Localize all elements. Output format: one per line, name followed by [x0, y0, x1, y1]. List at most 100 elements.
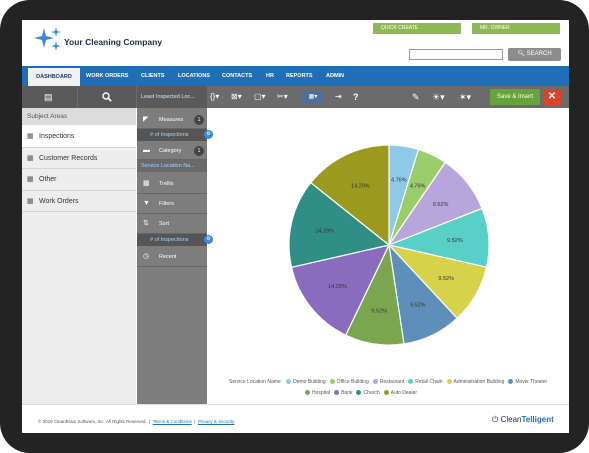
help-icon[interactable]: ? [353, 92, 359, 102]
search-icon: 🔍︎ [517, 51, 525, 57]
sparkle-logo-icon [34, 27, 61, 51]
legend-item-movie-theater[interactable]: Movie Theater [508, 377, 547, 387]
legend-item-demo-building[interactable]: Demo Building [286, 377, 326, 387]
legend-item-administration-building[interactable]: Administration Building [446, 377, 504, 387]
lightbulb-icon[interactable]: ☀▾ [432, 92, 445, 102]
recent-row[interactable]: ◷ Recent [137, 247, 207, 267]
legend-item-hospital[interactable]: Hospital [305, 388, 330, 398]
terms-link[interactable]: Terms & Conditions [152, 419, 192, 424]
subject-area-other[interactable]: ▦ Other [22, 169, 136, 191]
database-tab[interactable]: ▤ [22, 86, 77, 108]
sort-label: Sort [159, 221, 170, 227]
legend-item-restaurant[interactable]: Restaurant [372, 377, 405, 387]
nav-hr[interactable]: HR [266, 73, 274, 79]
brush-icon[interactable]: ✎ [412, 92, 420, 102]
quick-create-button[interactable]: QUICK CREATE [373, 23, 461, 34]
legend-label: Auto Dealer [390, 390, 418, 396]
save-insert-button[interactable]: Save & Insert [490, 89, 540, 105]
search-input[interactable] [409, 49, 503, 60]
pie-slice-church[interactable] [288, 181, 391, 269]
pie-slice-auto-dealer[interactable] [309, 144, 390, 247]
nav-clients[interactable]: CLIENTS [141, 73, 165, 79]
brand-logo: ⏻ CleanTelligent [492, 415, 554, 425]
filters-label: Filters [159, 201, 174, 207]
copyright-text: © 2019 CleanBrain Software, Inc. All Rig… [38, 419, 147, 424]
legend-item-bank[interactable]: Bank [334, 388, 352, 398]
subject-area-customer-records[interactable]: ▦ Customer Records [22, 148, 136, 169]
search-fields-tab[interactable] [78, 86, 136, 108]
pie-data-label: 9.52% [371, 308, 387, 314]
nav-contacts[interactable]: CONTACTS [222, 73, 253, 79]
document-icon[interactable]: ▢▾ [254, 92, 266, 101]
legend-swatch [356, 390, 362, 396]
legend-item-church[interactable]: Church [356, 388, 380, 398]
sort-field[interactable]: # of Inspections [137, 234, 207, 246]
measures-field-settings-icon[interactable]: ⚙ [204, 130, 213, 139]
filters-row[interactable]: ▼ Filters [137, 194, 207, 214]
category-field[interactable]: Service Location Na... [137, 160, 207, 172]
legend-swatch [329, 379, 335, 385]
legend-label: Restaurant [379, 379, 405, 385]
measures-field[interactable]: # of Inspections [137, 129, 207, 141]
legend-label: Retail Chain [415, 379, 443, 385]
nav-admin[interactable]: ADMIN [326, 73, 345, 79]
search-button[interactable]: 🔍︎ SEARCH [508, 48, 561, 61]
subject-area-work-orders[interactable]: ▦ Work Orders [22, 191, 136, 212]
legend-swatch [286, 379, 292, 385]
legend-swatch [446, 379, 452, 385]
legend-label: Church [363, 390, 380, 396]
sort-row[interactable]: ⇅ Sort [137, 214, 207, 234]
legend-label: Movie Theater [515, 379, 548, 385]
legend-swatch [334, 390, 340, 396]
legend-label: Bank [341, 390, 353, 396]
user-menu-button[interactable]: MR. OWNER [472, 23, 560, 34]
legend-item-office-building[interactable]: Office Building [329, 377, 369, 387]
category-row[interactable]: ▬ Category [137, 142, 207, 160]
code-braces-icon[interactable]: {}▾ [210, 92, 220, 101]
measures-row[interactable]: ◤ Measures [137, 111, 207, 129]
layout-toggle-icon[interactable]: ▦▾ [302, 91, 324, 103]
chart-type-icon[interactable]: ⊠▾ [231, 92, 242, 101]
main-nav: DASHBOARD WORK ORDERS CLIENTS LOCATIONS … [22, 66, 569, 86]
legend-swatch [408, 379, 414, 385]
nav-reports[interactable]: REPORTS [286, 73, 313, 79]
subject-area-label: Customer Records [39, 155, 98, 162]
sort-field-settings-icon[interactable]: ⚙ [204, 235, 213, 244]
filter-icon: ▼ [143, 200, 150, 207]
legend-title: Service Location Name: [229, 379, 283, 385]
subject-area-inspections[interactable]: ▦ Inspections [22, 125, 136, 148]
legend-swatch [383, 390, 389, 396]
category-label: Category [159, 148, 182, 154]
magnifier-icon [102, 92, 112, 102]
database-icon: ▤ [44, 92, 53, 102]
magic-wand-icon[interactable]: ✶▾ [459, 92, 472, 102]
measures-icon: ◤ [143, 116, 149, 123]
measures-label: Measures [159, 117, 184, 123]
subject-areas-panel: Subject Areas ▦ Inspections ▦ Customer R… [22, 108, 136, 404]
tools-icon[interactable]: ✂▾ [277, 92, 288, 101]
pie-data-label: 14.29% [315, 228, 334, 234]
sort-icon: ⇅ [143, 220, 149, 227]
table-icon: ▦ [27, 198, 34, 205]
export-icon[interactable]: ⇥ [335, 92, 342, 101]
table-icon: ▦ [27, 155, 34, 162]
trellis-row[interactable]: ▦ Trellis [137, 174, 207, 194]
legend-swatch [372, 379, 378, 385]
legend-label: Demo Building [293, 379, 326, 385]
legend-label: Hospital [312, 390, 331, 396]
close-button[interactable]: ✕ [543, 89, 561, 105]
legend-swatch [305, 390, 310, 396]
nav-dashboard[interactable]: DASHBOARD [28, 68, 80, 86]
table-icon: ▦ [27, 133, 34, 140]
pie-data-label: 9.52% [433, 202, 449, 208]
brand-text-a: Clean [500, 415, 522, 424]
pie-slice-bank[interactable] [290, 244, 391, 336]
footer: © 2019 CleanBrain Software, Inc. All Rig… [38, 419, 235, 424]
report-title[interactable]: Least Inspected Loc... [137, 86, 207, 108]
legend-item-retail-chain[interactable]: Retail Chain [408, 377, 443, 387]
nav-work-orders[interactable]: WORK ORDERS [86, 73, 129, 79]
nav-locations[interactable]: LOCATIONS [178, 73, 210, 79]
privacy-link[interactable]: Privacy & Security [197, 419, 235, 424]
pie-data-label: 9.52% [447, 238, 463, 244]
legend-item-auto-dealer[interactable]: Auto Dealer [383, 388, 418, 398]
